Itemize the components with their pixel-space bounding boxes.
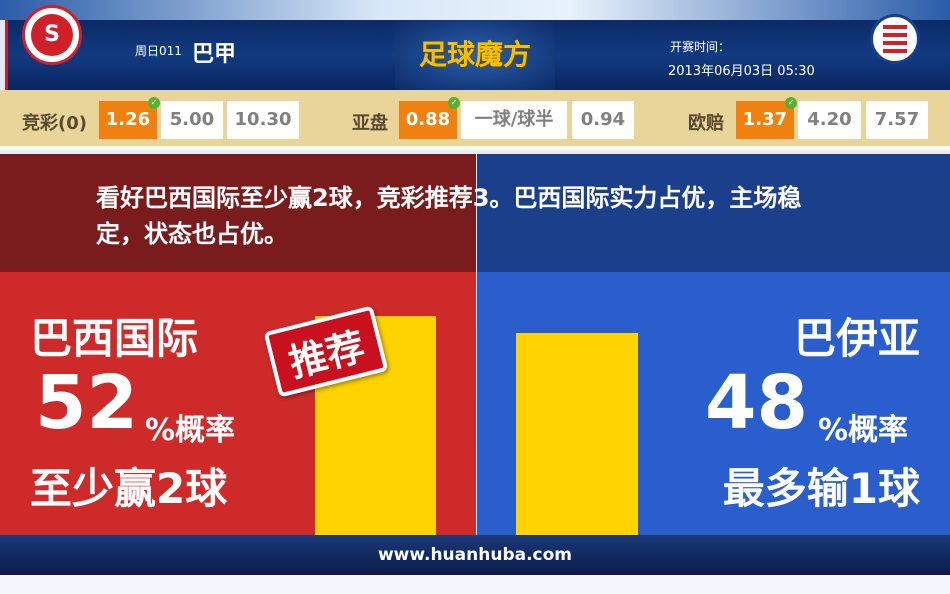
odd-value: 1.37 (742, 109, 788, 130)
away-team-logo (870, 14, 920, 64)
kickoff-label: 开赛时间： (670, 40, 731, 54)
yapan-handicap[interactable]: 一球/球半 (461, 101, 567, 139)
home-comment-band (0, 154, 476, 272)
yapan-odd-away[interactable]: 0.94 (572, 101, 634, 139)
odds-bar: 竞彩(0) 1.26 ✓ 5.00 10.30 亚盘 0.88 ✓ 一球/球半 0.… (0, 90, 950, 150)
away-probability-suffix: %概率 (818, 413, 909, 448)
away-probability-bar (516, 332, 638, 535)
jingcai-label: 竞彩(0) (22, 113, 87, 134)
check-icon: ✓ (448, 97, 460, 109)
away-team-name: 巴伊亚 (793, 314, 920, 363)
yapan-odd-home[interactable]: 0.88 ✓ (399, 97, 460, 139)
yapan-label: 亚盘 (352, 113, 388, 134)
away-probability: 48 (705, 360, 808, 446)
home-team-logo: S (22, 5, 82, 65)
odd-value: 0.88 (405, 109, 451, 130)
analysis-comment: 看好巴西国际至少赢2球，竞彩推荐3。巴西国际实力占优，主场稳定，状态也占优。 (96, 184, 802, 248)
kickoff-time: 2013年06月03日 05:30 (668, 64, 815, 79)
site-url[interactable]: www.huanhuba.com (0, 535, 950, 575)
jingcai-odd-draw[interactable]: 5.00 (161, 101, 223, 139)
home-probability-suffix: %概率 (145, 413, 236, 448)
jingcai-odd-win[interactable]: 1.26 ✓ (99, 97, 160, 139)
away-comment-band (477, 154, 950, 272)
oupei-odd-draw[interactable]: 4.20 (798, 101, 861, 139)
home-logo-mark: S (31, 14, 73, 56)
home-prediction: 至少赢2球 (30, 464, 228, 513)
match-number: 周日011 (135, 44, 182, 58)
home-probability: 52 (35, 360, 138, 446)
away-prediction: 最多输1球 (722, 464, 920, 513)
home-team-name: 巴西国际 (30, 314, 199, 363)
top-background (0, 0, 950, 20)
brand-logo: 足球魔方 (395, 20, 555, 90)
jingcai-odd-loss[interactable]: 10.30 (227, 101, 299, 139)
oupei-label: 欧赔 (688, 113, 724, 134)
odd-value: 1.26 (105, 109, 151, 130)
oupei-odd-win[interactable]: 1.37 ✓ (736, 97, 797, 139)
oupei-odd-loss[interactable]: 7.57 (866, 101, 928, 139)
check-icon: ✓ (148, 97, 160, 109)
league-name: 巴甲 (192, 42, 237, 67)
check-icon: ✓ (785, 97, 797, 109)
away-logo-stripes (883, 25, 907, 53)
